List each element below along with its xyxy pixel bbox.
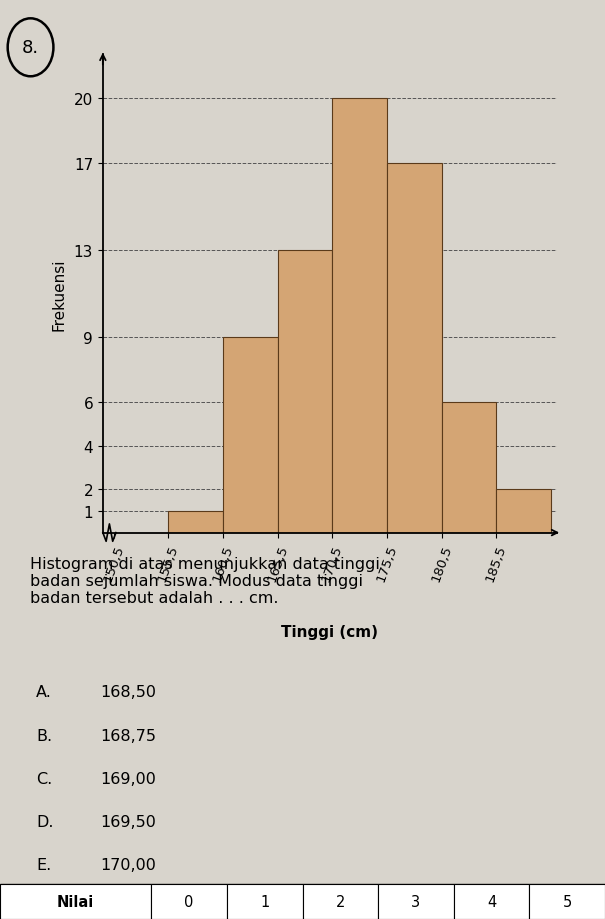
- Bar: [223, 337, 278, 533]
- Bar: [387, 164, 442, 533]
- Text: 169,00: 169,00: [100, 771, 155, 786]
- Bar: [0, 884, 151, 919]
- X-axis label: Tinggi (cm): Tinggi (cm): [281, 625, 378, 640]
- Bar: [442, 403, 497, 533]
- Text: 168,50: 168,50: [100, 685, 156, 699]
- Text: 3: 3: [411, 894, 420, 909]
- Text: Nilai: Nilai: [57, 894, 94, 909]
- Bar: [529, 884, 605, 919]
- Text: 2: 2: [336, 894, 345, 909]
- Bar: [168, 511, 223, 533]
- Bar: [227, 884, 302, 919]
- Bar: [454, 884, 529, 919]
- Text: 170,00: 170,00: [100, 857, 155, 872]
- Text: B.: B.: [36, 728, 53, 743]
- Text: D.: D.: [36, 814, 54, 829]
- Text: 8.: 8.: [22, 40, 39, 57]
- Text: 1: 1: [260, 894, 269, 909]
- Bar: [333, 98, 387, 533]
- Text: Histogram di atas menunjukkan data tinggi
badan sejumlah siswa. Modus data tingg: Histogram di atas menunjukkan data tingg…: [30, 556, 380, 606]
- Bar: [278, 251, 333, 533]
- Text: C.: C.: [36, 771, 53, 786]
- Bar: [497, 490, 551, 533]
- Text: 168,75: 168,75: [100, 728, 156, 743]
- Bar: [302, 884, 378, 919]
- Text: E.: E.: [36, 857, 51, 872]
- Text: 169,50: 169,50: [100, 814, 155, 829]
- Bar: [151, 884, 227, 919]
- Y-axis label: Frekuensi: Frekuensi: [52, 258, 67, 330]
- Text: 4: 4: [487, 894, 496, 909]
- Text: 5: 5: [563, 894, 572, 909]
- Bar: [378, 884, 454, 919]
- Text: 0: 0: [185, 894, 194, 909]
- Text: A.: A.: [36, 685, 52, 699]
